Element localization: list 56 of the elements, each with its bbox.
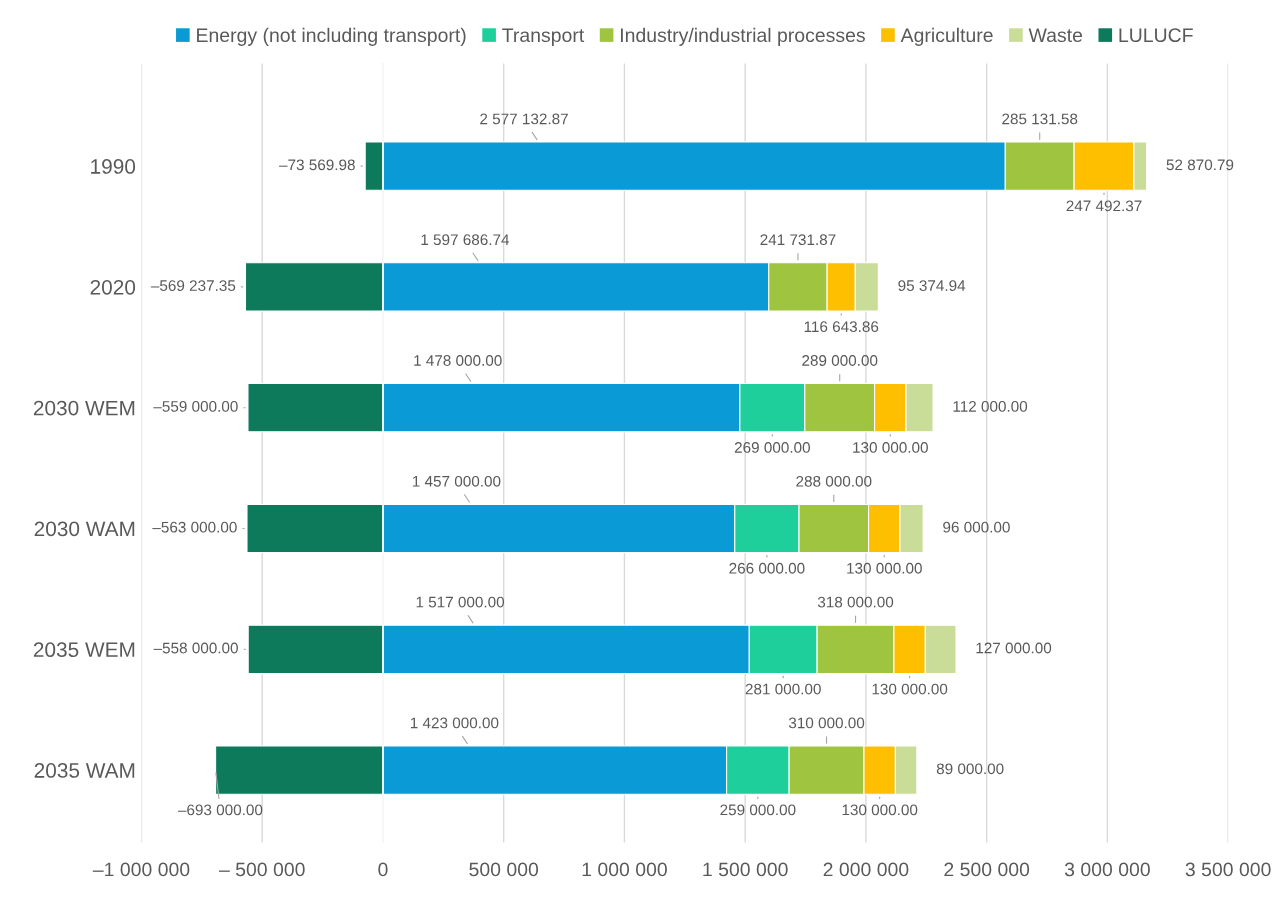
- data-label: 1 517 000.00: [416, 596, 505, 608]
- data-label: 241 731.87: [760, 234, 836, 246]
- data-label: 2 577 132.87: [480, 113, 568, 125]
- y-tick-label: 2035 WAM: [34, 763, 135, 778]
- data-label: 1 423 000.00: [410, 717, 499, 729]
- data-label: 96 000.00: [943, 521, 1010, 533]
- legend-label: Agriculture: [900, 27, 993, 46]
- x-tick-label: 2 000 000: [823, 862, 909, 877]
- y-tick-label: 2030 WEM: [33, 400, 135, 416]
- data-label: 130 000.00: [853, 442, 928, 453]
- data-label: –693 000.00: [177, 804, 263, 816]
- y-tick-label: 2030 WAM: [34, 521, 135, 537]
- y-tick-label: 1990: [91, 159, 136, 174]
- x-tick-label: 3 500 000: [1185, 862, 1271, 877]
- data-label: 289 000.00: [802, 355, 878, 366]
- data-label: 269 000.00: [734, 442, 810, 453]
- x-tick-label: 1 000 000: [582, 862, 667, 877]
- legend-label: LULUCF: [1119, 28, 1193, 43]
- data-label: –559 000.00: [153, 400, 238, 412]
- data-label: 52 870.79: [1166, 159, 1234, 171]
- data-label: 112 000.00: [953, 400, 1028, 412]
- data-label: 127 000.00: [976, 642, 1052, 654]
- data-label: 116 643.86: [804, 321, 879, 333]
- data-label: 1 457 000.00: [412, 475, 501, 487]
- data-label: 281 000.00: [745, 683, 821, 695]
- data-label: 1 597 686.74: [421, 234, 510, 246]
- data-label: –73 569.98: [279, 159, 355, 171]
- data-label: 266 000.00: [729, 562, 805, 574]
- data-label: –569 237.35: [150, 280, 236, 291]
- y-tick-label: 2020: [90, 279, 136, 295]
- data-label: 89 000.00: [936, 763, 1004, 775]
- data-label: 285 131.58: [1002, 113, 1078, 125]
- data-label: 1 478 000.00: [414, 355, 502, 366]
- data-label: 95 374.94: [898, 280, 966, 291]
- data-label: 247 492.37: [1066, 200, 1142, 212]
- data-label: 130 000.00: [847, 562, 922, 574]
- data-label: 310 000.00: [788, 717, 865, 729]
- x-tick-label: 1 500 000: [703, 862, 788, 877]
- y-tick-label: 2035 WEM: [33, 642, 135, 658]
- data-label: 288 000.00: [796, 475, 872, 487]
- x-tick-label: –1 000 000: [92, 862, 190, 877]
- x-tick-label: – 500 000: [218, 862, 305, 877]
- data-label: –563 000.00: [152, 521, 237, 533]
- data-label: 318 000.00: [817, 596, 894, 608]
- data-label: 130 000.00: [872, 683, 948, 695]
- legend-label: Energy (not including transport): [197, 27, 466, 46]
- x-tick-label: 3 000 000: [1064, 862, 1150, 877]
- data-label: –558 000.00: [153, 642, 238, 654]
- x-tick-label: 500 000: [469, 862, 539, 877]
- data-label: 259 000.00: [720, 804, 796, 816]
- legend-label: Waste: [1028, 28, 1083, 43]
- x-tick-label: 2 500 000: [944, 862, 1030, 877]
- legend-label: Industry/industrial processes: [621, 27, 865, 46]
- x-tick-label: 0: [378, 862, 388, 877]
- legend-label: Transport: [502, 28, 585, 46]
- data-label: 130 000.00: [842, 804, 918, 816]
